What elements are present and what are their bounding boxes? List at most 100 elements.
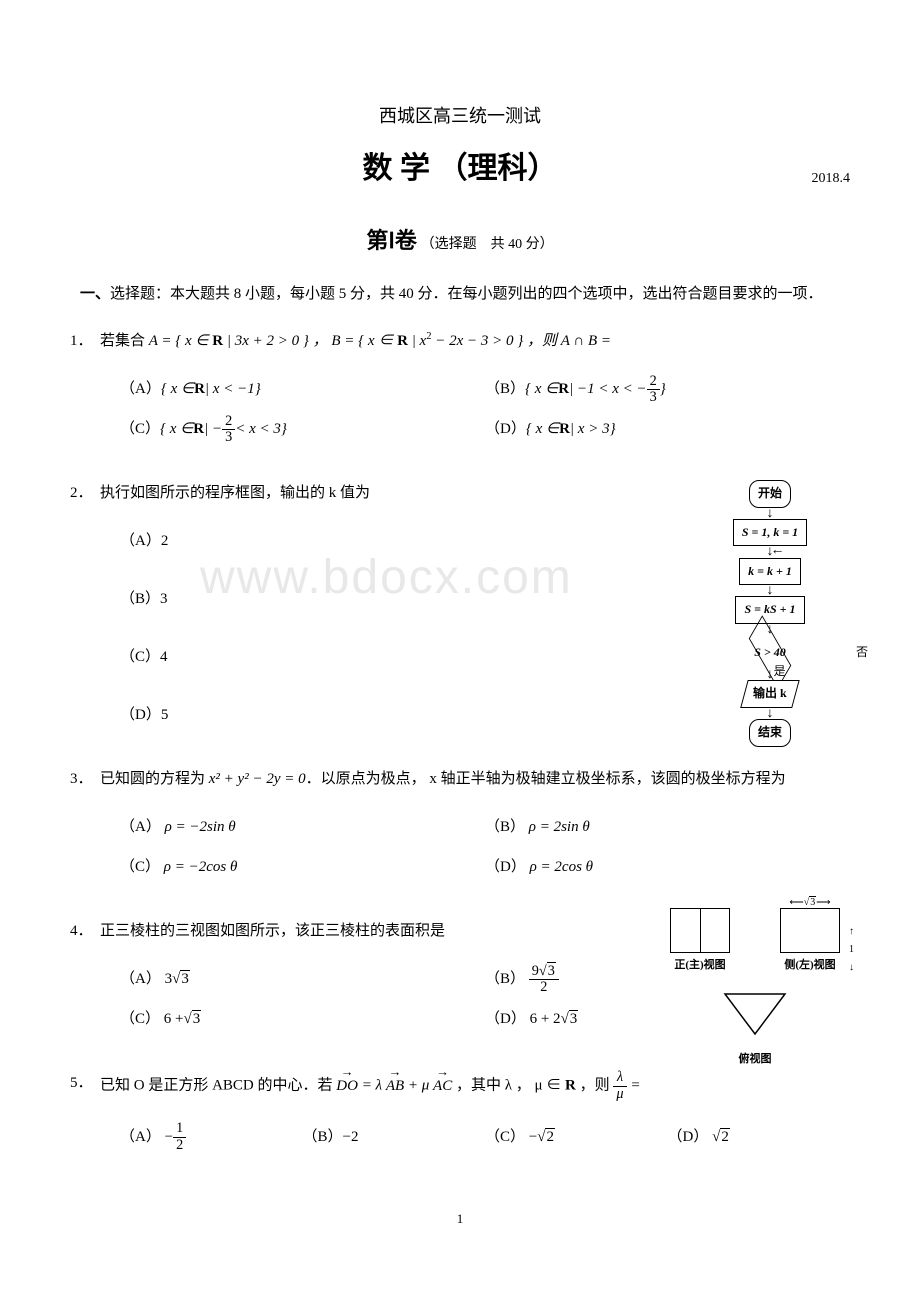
- dim-h-val: 1: [849, 944, 854, 955]
- q1-text-a: 若集合: [100, 333, 149, 349]
- q1-option-b: （B） { x ∈ R | −1 < x < −23 }: [485, 370, 850, 410]
- fc-output-text: 输出 k: [753, 683, 787, 705]
- q5-vec-do: DO: [336, 1073, 358, 1100]
- page-content: 西城区高三统一测试 数 学 （理科） 2018.4 第Ⅰ卷 （选择题 共 40 …: [70, 100, 850, 1231]
- page-number: 1: [70, 1207, 850, 1230]
- q1-option-d: （D） { x ∈ R | x > 3}: [485, 410, 850, 450]
- q5-option-c: （C） −2: [485, 1117, 668, 1157]
- q1b-math: { x ∈: [525, 376, 558, 403]
- q4b-label: （B）: [485, 966, 525, 993]
- q5a-den: 2: [173, 1138, 186, 1154]
- q1b-num: 2: [647, 374, 660, 391]
- q4b-num-a: 9: [532, 963, 539, 979]
- q1c-num: 2: [222, 414, 235, 431]
- q1b-den: 3: [647, 390, 660, 406]
- question-5: 5． 已知 O 是正方形 ABCD 的中心．若 DO = λ AB + μ AC…: [70, 1070, 850, 1157]
- q1-option-c: （C） { x ∈ R | −23 < x < 3}: [120, 410, 485, 450]
- q3-option-c: （C） ρ = −2cos θ: [120, 848, 485, 888]
- dim-w-val: 3: [809, 896, 816, 908]
- section-text: 选择题：本大题共 8 小题，每小题 5 分，共 40 分．在每小题列出的四个选项…: [110, 286, 823, 302]
- q1a-tail: | x < −1}: [205, 376, 261, 403]
- q1-math-e: | x: [408, 333, 426, 349]
- q3c-label: （C）: [120, 854, 160, 881]
- q4c-label: （C）: [120, 1006, 160, 1033]
- three-views-diagram: 正(主)视图 ⟵3⟶ ↑1↓ 侧(左)视图 俯视图: [645, 908, 865, 1069]
- q1-option-a: （A） { x ∈ R | x < −1}: [120, 370, 485, 410]
- dim-width: ⟵3⟶: [780, 894, 840, 912]
- q1-options: （A） { x ∈ R | x < −1} （B） { x ∈ R | −1 <…: [100, 370, 850, 450]
- q5-set-R: R: [565, 1078, 576, 1094]
- q1-math-b: A = { x ∈: [149, 333, 213, 349]
- q5-eq-end: =: [627, 1078, 641, 1094]
- q1b-R: R: [558, 376, 569, 403]
- q1a-label: （A）: [120, 376, 161, 403]
- q3-options: （A） ρ = −2sin θ （B） ρ = 2sin θ （C） ρ = −…: [100, 808, 850, 888]
- q3-option-d: （D） ρ = 2cos θ: [485, 848, 850, 888]
- q1d-label: （D）: [485, 416, 526, 443]
- fc-step2: S = kS + 1: [735, 596, 804, 624]
- q5-option-a: （A） −12: [120, 1117, 303, 1157]
- fc-arrow-2: ↓←: [680, 546, 860, 557]
- q4-option-a: （A） 33: [120, 960, 485, 1000]
- q5-option-d: （D） 2: [668, 1117, 851, 1157]
- q1d-tail: | x > 3}: [570, 416, 616, 443]
- q3a-label: （A）: [120, 814, 161, 841]
- district-heading: 西城区高三统一测试: [70, 100, 850, 132]
- q1b-mid: | −1 < x < −: [569, 376, 647, 403]
- q3c-math: ρ = −2cos θ: [164, 854, 238, 881]
- q3b-math: ρ = 2sin θ: [529, 814, 590, 841]
- side-view: ⟵3⟶ ↑1↓ 侧(左)视图: [780, 908, 840, 976]
- q3-equation: x² + y² − 2y = 0: [209, 771, 306, 787]
- front-view-label: 正(主)视图: [670, 956, 730, 976]
- q5-stem: 已知 O 是正方形 ABCD 的中心．若 DO = λ AB + μ AC ，其…: [100, 1070, 850, 1102]
- fc-output: 输出 k: [740, 680, 799, 708]
- q5c-label: （C）: [485, 1124, 525, 1151]
- q5-text-a: 已知 O 是正方形 ABCD 的中心．若: [100, 1078, 336, 1094]
- part-subtitle: （选择题 共 40 分）: [421, 237, 554, 252]
- section-instructions: 一、选择题：本大题共 8 小题，每小题 5 分，共 40 分．在每小题列出的四个…: [120, 281, 850, 308]
- q3-text-a: 已知圆的方程为: [100, 771, 209, 787]
- q1b-tail: }: [660, 376, 666, 403]
- q5-frac-num: λ: [613, 1070, 626, 1087]
- q4c-rad: 3: [192, 1010, 202, 1027]
- q1-math-g: A ∩ B =: [561, 333, 611, 349]
- q2-number: 2．: [70, 480, 93, 507]
- q2-text: 执行如图所示的程序框图，输出的 k 值为: [100, 485, 370, 501]
- fc-start: 开始: [749, 480, 791, 508]
- top-view-label: 俯视图: [645, 1050, 865, 1070]
- q1a-math: { x ∈: [161, 376, 194, 403]
- q5-number: 5．: [70, 1070, 93, 1097]
- q4d-a: 6 + 2: [530, 1006, 561, 1033]
- q3-text-b: ．以原点为极点， x 轴正半轴为极轴建立极坐标系，该圆的极坐标方程为: [306, 771, 786, 787]
- q1-math-f: − 2x − 3 > 0 } ，则: [431, 333, 560, 349]
- fc-step1-text: k = k + 1: [748, 564, 792, 578]
- part-title: 第Ⅰ卷: [366, 228, 417, 253]
- q1c-math: { x ∈: [160, 416, 193, 443]
- part-heading: 第Ⅰ卷 （选择题 共 40 分）: [70, 221, 850, 261]
- q3b-label: （B）: [485, 814, 525, 841]
- front-view: 正(主)视图: [670, 908, 730, 976]
- fc-no-label: 否: [856, 642, 868, 664]
- q4a-label: （A）: [120, 966, 161, 993]
- q5-option-b: （B）−2: [303, 1117, 486, 1157]
- q4a-rad: 3: [180, 970, 190, 987]
- fc-init: S = 1, k = 1: [733, 519, 807, 547]
- question-4: 4． 正三棱柱的三视图如图所示，该正三棱柱的表面积是 （A） 33 （B） 93…: [70, 918, 850, 1040]
- q4b-den: 2: [529, 980, 559, 996]
- q4c-a: 6 +: [164, 1006, 184, 1033]
- q3d-math: ρ = 2cos θ: [530, 854, 593, 881]
- question-2: 2． 执行如图所示的程序框图，输出的 k 值为 （A）2 （B）3 （C）4 （…: [70, 480, 850, 736]
- q5-vec-ac: AC: [433, 1073, 452, 1100]
- q4a-coef: 3: [165, 966, 173, 993]
- q5d-label: （D）: [668, 1124, 709, 1151]
- q5-text-c: ，则: [576, 1078, 614, 1094]
- q1c-R: R: [193, 416, 204, 443]
- fc-step1: k = k + 1: [739, 558, 801, 586]
- fc-arrow-6: ↓: [680, 708, 860, 719]
- q5d-rad: 2: [720, 1128, 730, 1145]
- q4d-label: （D）: [485, 1006, 526, 1033]
- q5-eq1: = λ: [358, 1078, 386, 1094]
- triangle-icon: [720, 989, 790, 1039]
- q3-option-b: （B） ρ = 2sin θ: [485, 808, 850, 848]
- q1-math-d: B = { x ∈: [331, 333, 397, 349]
